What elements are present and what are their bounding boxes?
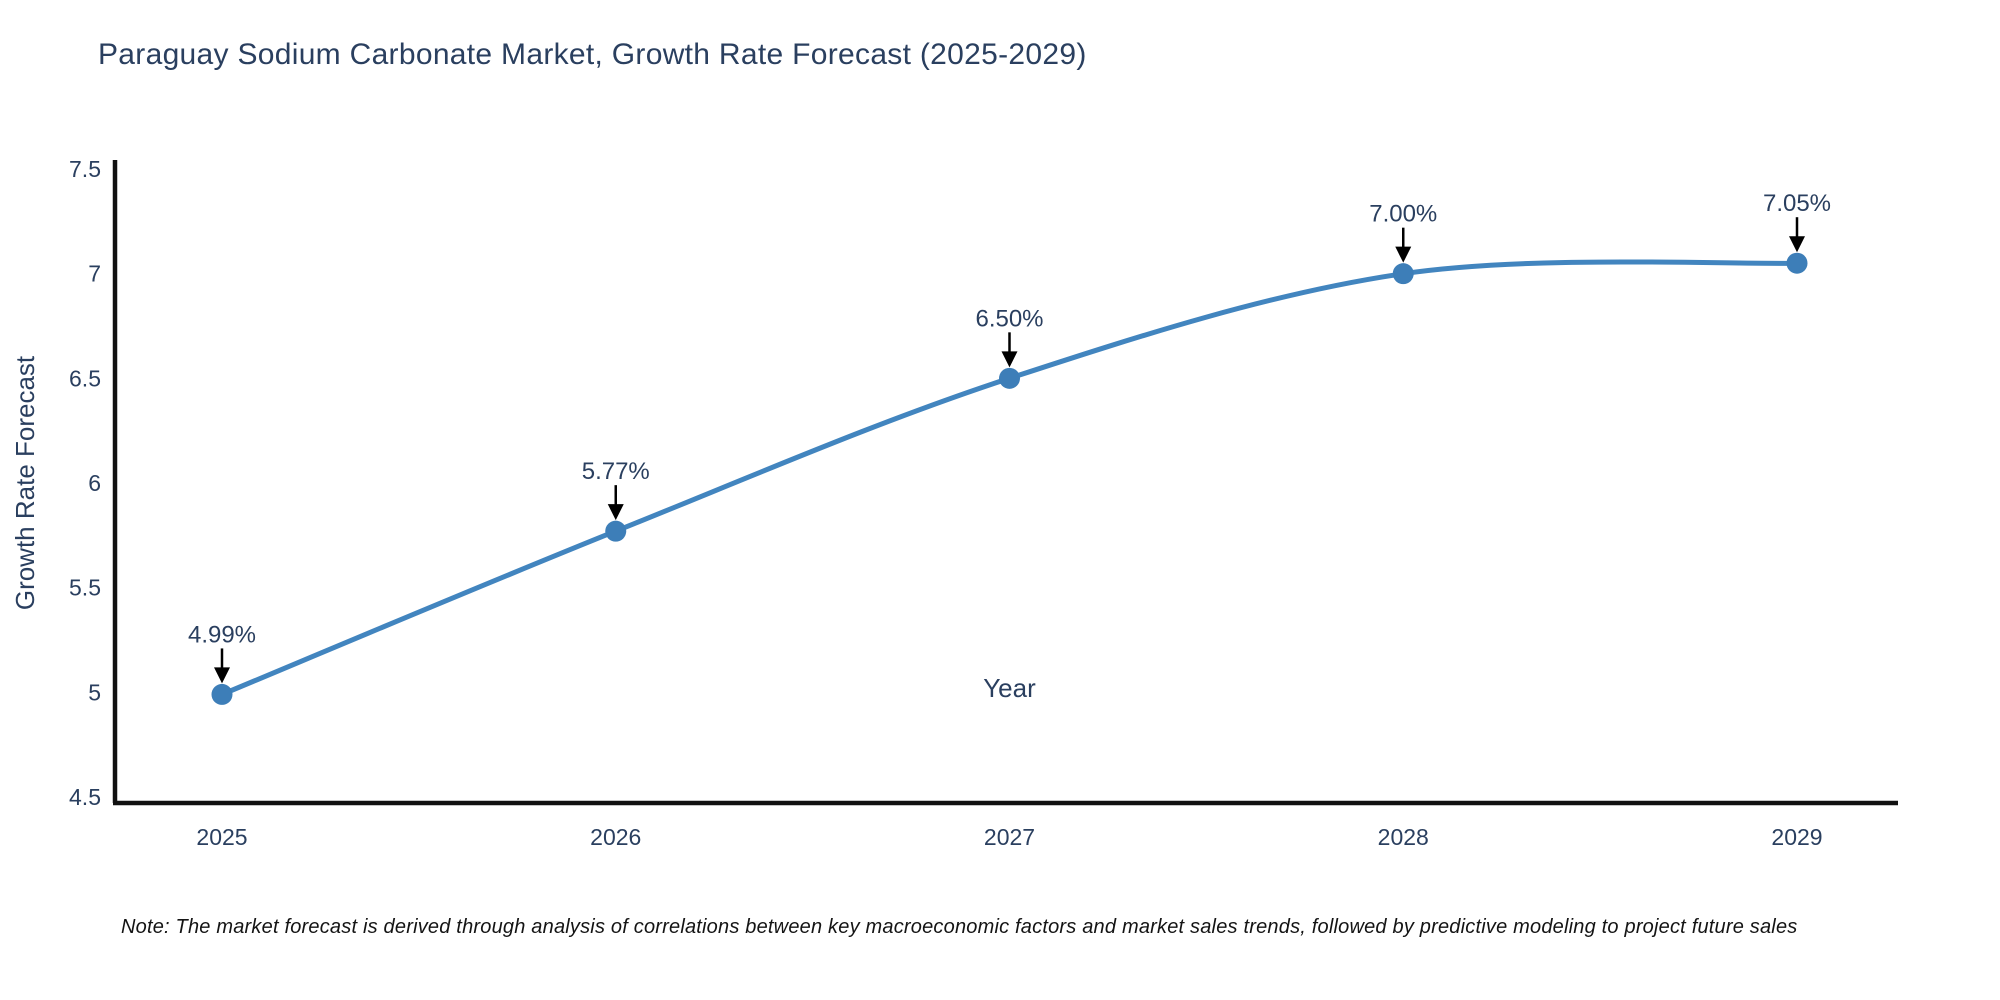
data-point-label: 4.99% [188,621,256,648]
x-tick-label: 2029 [1771,824,1822,850]
x-axis-title: Year [983,673,1036,703]
y-tick-label: 4.5 [69,784,101,810]
data-point-2026[interactable] [605,520,627,542]
annotation-arrowhead-icon [1001,351,1018,368]
x-tick-label: 2028 [1378,824,1429,850]
footnote: Note: The market forecast is derived thr… [121,916,1798,938]
annotation-arrowhead-icon [607,504,624,521]
data-point-label: 7.00% [1369,201,1437,228]
data-point-2027[interactable] [999,367,1020,389]
annotation-arrowhead-icon [1395,246,1412,263]
y-tick-label: 7.5 [69,156,101,182]
data-point-2029[interactable] [1786,252,1808,274]
annotation-arrowhead-icon [214,667,230,684]
y-tick-label: 6 [88,470,101,496]
y-tick-label: 5 [88,679,101,705]
x-tick-label: 2027 [984,824,1035,850]
y-tick-label: 5.5 [69,575,101,601]
y-axis-title: Growth Rate Forecast [10,355,40,610]
x-tick-label: 2025 [196,824,247,850]
chart-title: Paraguay Sodium Carbonate Market, Growth… [98,38,1087,71]
data-point-2028[interactable] [1392,263,1414,285]
data-point-label: 7.05% [1763,190,1831,217]
data-point-label: 5.77% [582,458,650,485]
y-tick-label: 6.5 [69,365,101,391]
data-point-2025[interactable] [211,683,233,705]
data-point-label: 6.50% [975,305,1043,332]
x-tick-label: 2026 [590,824,641,850]
y-tick-label: 7 [88,261,101,287]
annotation-arrowhead-icon [1789,236,1805,253]
